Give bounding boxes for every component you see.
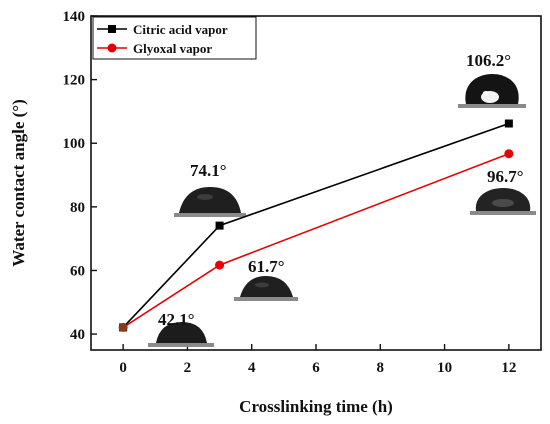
droplet-image-96-7 [470,188,536,215]
x-tick-label: 8 [377,360,385,376]
x-tick-label: 2 [184,360,192,376]
series-layer [118,119,514,332]
data-point-glyoxal [504,149,514,159]
axis-ticks [91,15,510,350]
axis-tick-labels: 0 2 4 6 8 10 12 40 60 80 100 120 140 [63,9,517,376]
y-axis-title: Water contact angle (°) [9,99,28,266]
legend-box [92,16,257,60]
droplet-image-74-1 [174,187,246,217]
droplet-image-106-2 [458,74,526,108]
legend-label-citric: Citric acid vapor [133,22,228,37]
y-tick-label: 40 [70,327,85,343]
y-tick-label: 120 [63,73,86,89]
annotation-label-61-7: 61.7° [248,257,285,276]
annotations: 42.1° 74.1° 61.7° 106.2° 96.7° [158,51,524,329]
series-line-citric-acid [122,122,510,328]
annotation-label-106-2: 106.2° [466,51,511,70]
x-tick-label: 6 [312,360,320,376]
legend-marker-glyoxal [107,43,117,53]
droplet-images [148,74,536,347]
x-tick-label: 12 [501,360,516,376]
legend-label-glyoxal: Glyoxal vapor [133,41,212,56]
annotation-label-42-1: 42.1° [158,310,195,329]
x-tick-label: 0 [119,360,127,376]
data-point-citric-acid [215,221,224,230]
y-tick-label: 140 [63,9,86,25]
x-axis-title: Crosslinking time (h) [239,397,393,416]
annotation-label-74-1: 74.1° [190,161,227,180]
data-point-glyoxal [215,260,225,270]
x-tick-label: 4 [248,360,256,376]
y-tick-label: 80 [70,200,85,216]
legend-marker-citric [108,25,116,33]
droplet-image-42-1 [148,322,214,347]
y-tick-label: 100 [63,136,86,152]
series-line-glyoxal [122,152,510,329]
legend: Citric acid vapor Glyoxal vapor [92,16,257,60]
x-tick-label: 10 [437,360,452,376]
droplet-image-61-7 [234,276,298,301]
y-tick-label: 60 [70,263,85,279]
data-point-citric-acid [504,119,513,128]
data-point-glyoxal [118,322,128,332]
annotation-label-96-7: 96.7° [487,167,524,186]
